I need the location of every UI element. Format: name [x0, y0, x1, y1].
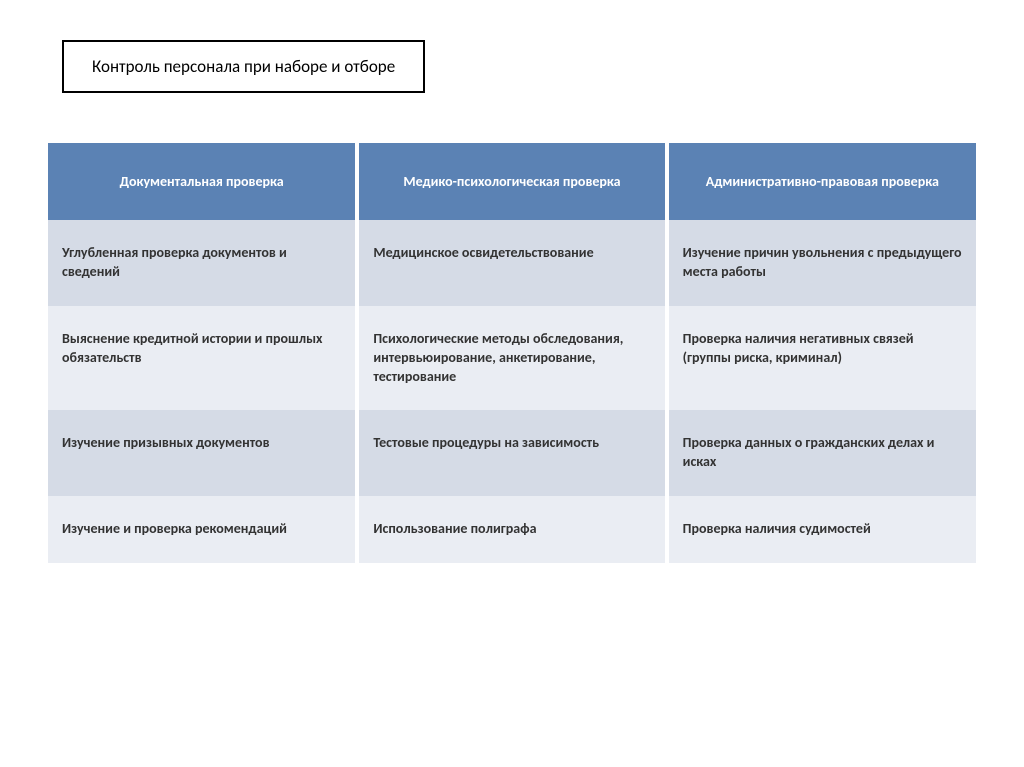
table-cell: Изучение призывных документов — [48, 410, 357, 496]
table-cell: Изучение причин увольнения с предыдущего… — [667, 220, 976, 306]
table-cell: Углубленная проверка документов и сведен… — [48, 220, 357, 306]
table-row: Изучение призывных документов Тестовые п… — [48, 410, 976, 496]
table-row: Углубленная проверка документов и сведен… — [48, 220, 976, 306]
title-container: Контроль персонала при наборе и отборе — [62, 40, 425, 93]
page-title: Контроль персонала при наборе и отборе — [92, 56, 395, 77]
table-cell: Изучение и проверка рекомендаций — [48, 496, 357, 563]
column-header-medical: Медико-психологическая проверка — [357, 143, 666, 220]
table-row: Изучение и проверка рекомендаций Использ… — [48, 496, 976, 563]
personnel-check-table: Документальная проверка Медико-психологи… — [48, 143, 976, 563]
table-cell: Медицинское освидетельствование — [357, 220, 666, 306]
table-cell: Проверка данных о гражданских делах и ис… — [667, 410, 976, 496]
table-cell: Использование полиграфа — [357, 496, 666, 563]
table-row: Выяснение кредитной истории и прошлых об… — [48, 306, 976, 411]
table-cell: Выяснение кредитной истории и прошлых об… — [48, 306, 357, 411]
table-header-row: Документальная проверка Медико-психологи… — [48, 143, 976, 220]
column-header-documentary: Документальная проверка — [48, 143, 357, 220]
table-cell: Проверка наличия судимостей — [667, 496, 976, 563]
column-header-administrative: Административно-правовая проверка — [667, 143, 976, 220]
table-cell: Тестовые процедуры на зависимость — [357, 410, 666, 496]
table-cell: Проверка наличия негативных связей (груп… — [667, 306, 976, 411]
table-cell: Психологические методы обследования, инт… — [357, 306, 666, 411]
